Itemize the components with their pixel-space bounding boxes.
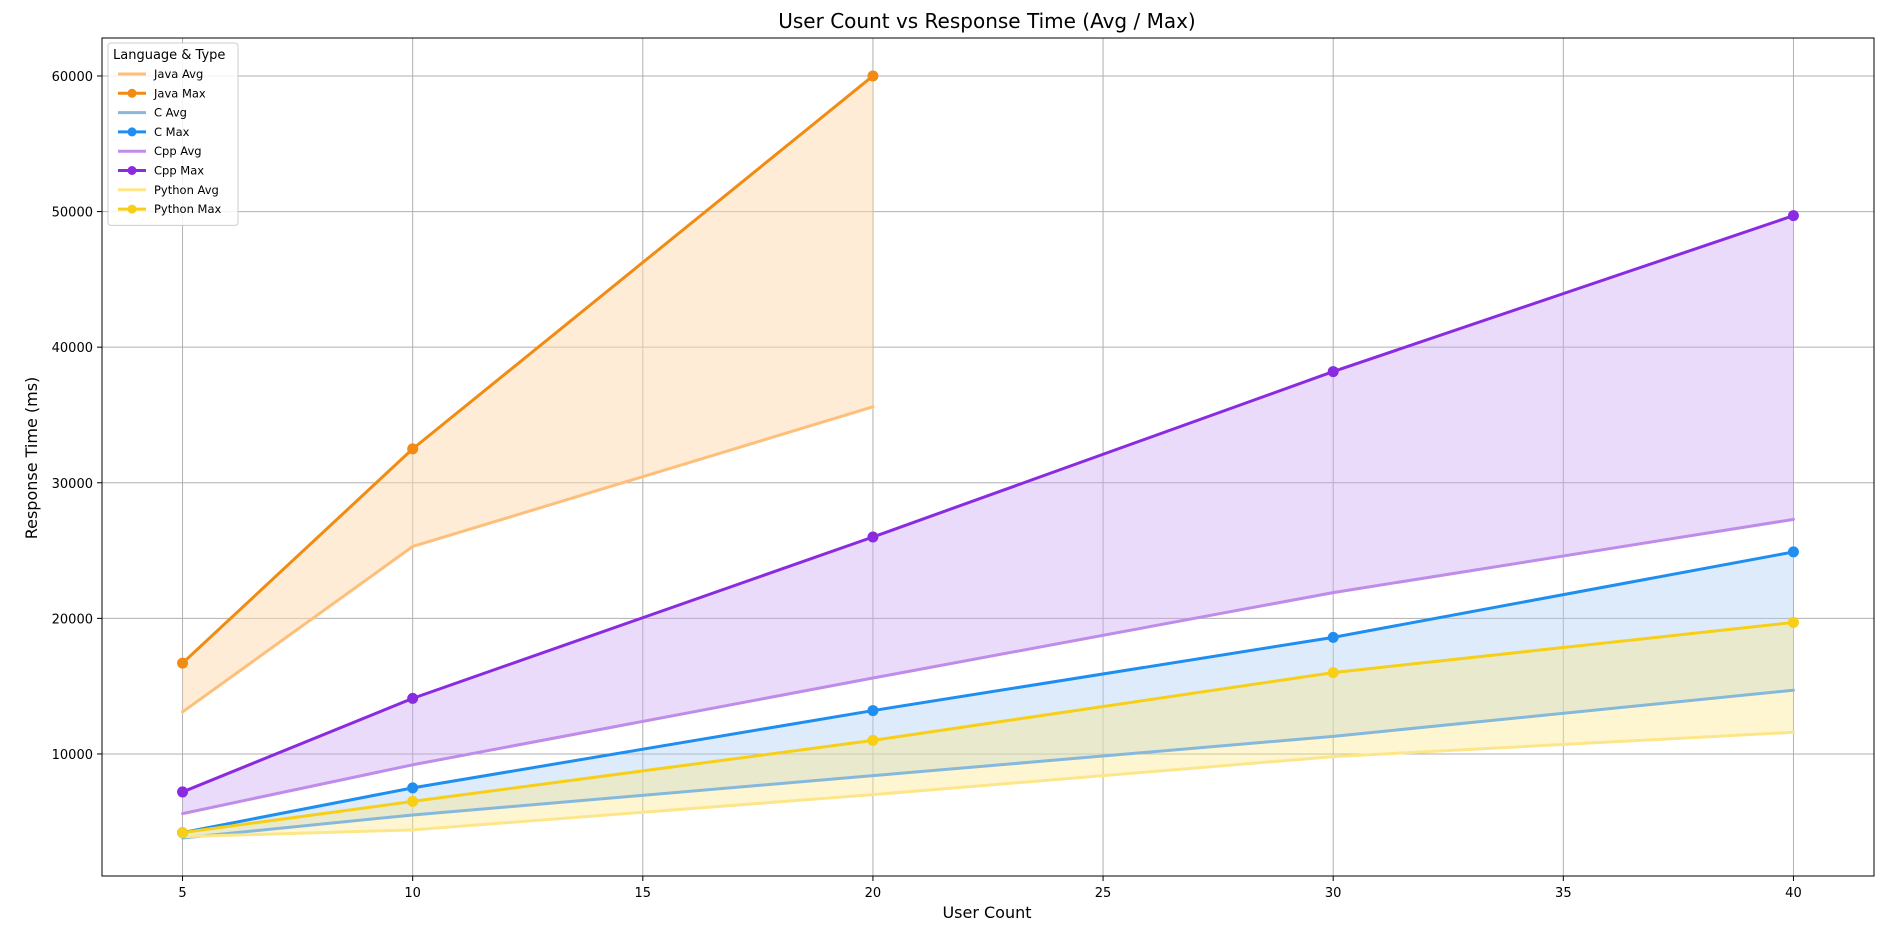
data-point-python-max — [407, 795, 419, 807]
x-tick-label: 40 — [1785, 886, 1802, 901]
legend-label-java-avg: Java Avg — [153, 67, 203, 81]
legend-label-c-avg: C Avg — [154, 106, 187, 120]
x-tick-label: 30 — [1325, 886, 1342, 901]
y-tick-label: 20000 — [52, 612, 93, 627]
data-point-c-max — [407, 782, 419, 794]
series-markers — [177, 70, 1799, 839]
data-point-python-max — [177, 827, 189, 839]
y-axis-label: Response Time (ms) — [22, 377, 41, 540]
y-axis-ticks: 10000 20000 30000 40000 50000 60000 — [52, 70, 102, 763]
x-tick-label: 20 — [865, 886, 882, 901]
band-cpp — [182, 215, 1794, 814]
x-tick-label: 25 — [1095, 886, 1112, 901]
legend-box — [107, 42, 239, 226]
data-point-java-max — [407, 443, 419, 455]
data-point-c-max — [1327, 631, 1339, 643]
legend-marker-python-max — [127, 204, 137, 214]
legend-label-c-max: C Max — [154, 125, 190, 139]
y-tick-label: 10000 — [52, 748, 93, 763]
data-point-java-max — [867, 70, 879, 82]
x-tick-label: 15 — [635, 886, 652, 901]
series-line-c-avg — [181, 688, 1795, 840]
legend-marker-cpp-max — [127, 166, 137, 175]
x-tick-label: 5 — [178, 886, 186, 901]
data-point-cpp-max — [1327, 366, 1339, 378]
x-tick-label: 10 — [404, 886, 421, 901]
y-tick-label: 60000 — [52, 70, 93, 85]
series-line-python-avg — [181, 730, 1795, 839]
data-point-java-max — [177, 657, 189, 669]
legend-label-java-max: Java Max — [153, 86, 206, 100]
data-point-cpp-max — [867, 531, 879, 543]
x-axis-ticks: 5 10 15 20 25 30 35 40 — [178, 876, 1802, 901]
data-point-c-max — [867, 705, 879, 717]
data-point-cpp-max — [1787, 210, 1799, 222]
legend-title: Language & Type — [113, 48, 225, 63]
y-tick-label: 30000 — [52, 477, 93, 492]
series-line-cpp-avg — [181, 517, 1795, 816]
legend-label-cpp-max: Cpp Max — [154, 164, 204, 178]
series-line-java-avg — [181, 405, 875, 714]
data-point-cpp-max — [177, 786, 189, 798]
data-point-python-max — [867, 734, 879, 746]
legend-label-cpp-avg: Cpp Avg — [154, 144, 202, 158]
legend-marker-c-max — [127, 127, 137, 137]
y-tick-label: 50000 — [52, 206, 93, 221]
legend: Language & Type Java Avg Java Max C Avg C M… — [107, 42, 239, 226]
band-python — [182, 622, 1794, 837]
band-c — [182, 551, 1794, 839]
x-tick-label: 35 — [1555, 886, 1572, 901]
data-point-c-max — [1787, 546, 1799, 558]
x-axis-label: User Count — [942, 903, 1031, 922]
legend-label-python-max: Python Max — [154, 202, 221, 216]
data-point-cpp-max — [407, 692, 419, 704]
legend-marker-java-max — [127, 88, 137, 98]
legend-label-python-avg: Python Avg — [154, 183, 219, 197]
band-java — [182, 75, 873, 712]
plot-frame — [101, 37, 1875, 877]
chart-title: User Count vs Response Time (Avg / Max) — [778, 9, 1195, 33]
data-point-python-max — [1787, 616, 1799, 628]
data-point-python-max — [1327, 667, 1339, 679]
band-areas — [182, 75, 1794, 839]
y-tick-label: 40000 — [52, 341, 93, 356]
